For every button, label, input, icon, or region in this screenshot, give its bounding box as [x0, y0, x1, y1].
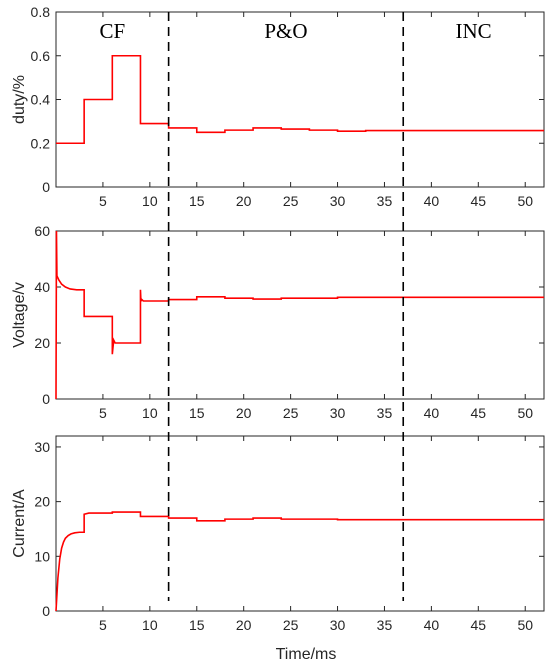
current-x-tick-label: 10	[142, 617, 158, 633]
voltage-x-tick-label: 35	[377, 405, 393, 421]
voltage-x-tick-label: 20	[236, 405, 252, 421]
duty-x-tick-label: 15	[189, 193, 205, 209]
voltage-x-tick-label: 25	[283, 405, 299, 421]
region-label-cf: CF	[99, 19, 125, 43]
voltage-x-tick-label: 15	[189, 405, 205, 421]
duty-x-tick-label: 50	[517, 193, 533, 209]
voltage-y-tick-label: 60	[34, 223, 50, 239]
voltage-x-tick-label: 30	[330, 405, 346, 421]
current-y-tick-label: 0	[42, 603, 50, 619]
voltage-y-tick-label: 0	[42, 391, 50, 407]
duty-axis-label: duty/%	[11, 75, 28, 124]
current-y-tick-label: 20	[34, 494, 50, 510]
mode-dividers	[167, 12, 405, 601]
duty-x-tick-label: 25	[283, 193, 299, 209]
voltage-y-tick-label: 20	[34, 335, 50, 351]
current-plot-frame	[55, 435, 545, 612]
voltage-x-tick-label: 5	[99, 405, 107, 421]
duty-x-tick-label: 30	[330, 193, 346, 209]
time-axis-label: Time/ms	[276, 646, 337, 663]
voltage-x-tick-label: 40	[424, 405, 440, 421]
current-x-tick-label: 15	[189, 617, 205, 633]
current-x-tick-label: 20	[236, 617, 252, 633]
duty-x-tick-label: 45	[471, 193, 487, 209]
current-x-tick-label: 25	[283, 617, 299, 633]
current-axis-label: Current/A	[11, 489, 28, 558]
duty-x-tick-label: 10	[142, 193, 158, 209]
current-y-tick-label: 10	[34, 548, 50, 564]
voltage-x-tick-label: 50	[517, 405, 533, 421]
current-x-tick-label: 30	[330, 617, 346, 633]
voltage-axis-label: Voltage/v	[11, 282, 28, 348]
duty-x-tick-label: 35	[377, 193, 393, 209]
duty-series-line	[56, 54, 544, 145]
duty-x-tick-label: 20	[236, 193, 252, 209]
current-panel: Current/A 5 10 15 20 25 30 35 40 45 50 0 10 20 30	[11, 435, 545, 633]
voltage-panel: Voltage/v 5 10 15 20 25 30 35 40 45 50 0 20 40 60	[11, 223, 545, 421]
voltage-x-tick-label: 10	[142, 405, 158, 421]
current-x-tick-label: 50	[517, 617, 533, 633]
current-y-tick-label: 30	[34, 439, 50, 455]
duty-y-tick-label: 0.4	[31, 92, 51, 108]
duty-y-tick-label: 0.6	[31, 48, 51, 64]
duty-x-tick-label: 5	[99, 193, 107, 209]
duty-y-tick-label: 0	[42, 179, 50, 195]
voltage-series-line	[55, 230, 544, 400]
duty-x-tick-label: 40	[424, 193, 440, 209]
duty-y-tick-label: 0.8	[31, 4, 51, 20]
voltage-y-tick-label: 40	[34, 279, 50, 295]
region-label-po: P&O	[264, 19, 307, 43]
region-label-inc: INC	[456, 19, 492, 43]
duty-y-tick-label: 0.2	[31, 135, 51, 151]
voltage-x-tick-label: 45	[471, 405, 487, 421]
mode-labels: CF P&O INC	[99, 19, 491, 43]
current-x-tick-label: 45	[471, 617, 487, 633]
current-series-line	[55, 511, 544, 612]
current-x-tick-label: 5	[99, 617, 107, 633]
duty-panel: duty/% 5 10 15 20 25 30 35 40 45 50 0 0.2 0.4 0.6 0.8	[11, 4, 545, 209]
current-x-tick-label: 40	[424, 617, 440, 633]
current-x-tick-label: 35	[377, 617, 393, 633]
